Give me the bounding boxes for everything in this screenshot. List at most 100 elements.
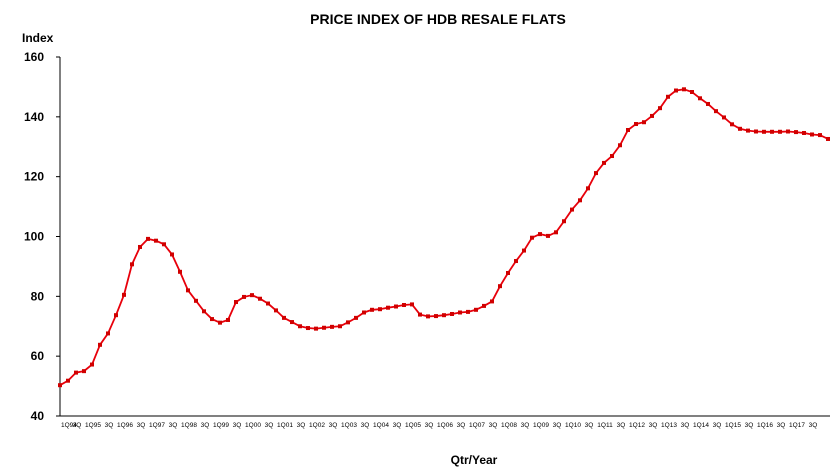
x-tick-label: 1Q99 bbox=[213, 422, 229, 429]
y-tick-label: 120 bbox=[24, 170, 44, 184]
x-tick-label: 3Q bbox=[553, 422, 562, 429]
x-tick-label: 3Q bbox=[585, 422, 594, 429]
data-point bbox=[450, 311, 454, 316]
data-point bbox=[386, 305, 390, 310]
x-tick-label: 1Q96 bbox=[117, 422, 133, 429]
data-point bbox=[122, 292, 126, 297]
data-point bbox=[794, 130, 798, 135]
data-point bbox=[762, 129, 766, 134]
data-point bbox=[154, 238, 158, 243]
data-point bbox=[666, 94, 670, 99]
data-point bbox=[210, 317, 214, 322]
x-tick-label: 1Q12 bbox=[629, 422, 645, 429]
data-point bbox=[530, 235, 534, 240]
x-tick-label: 3Q bbox=[169, 422, 178, 429]
data-point bbox=[738, 126, 742, 131]
x-tick-label: 3Q bbox=[393, 422, 402, 429]
data-point bbox=[354, 315, 358, 320]
data-point bbox=[418, 312, 422, 317]
x-tick-label: 1Q04 bbox=[373, 422, 389, 429]
data-point bbox=[178, 269, 182, 274]
data-point bbox=[338, 324, 342, 329]
x-tick-label: 3Q bbox=[329, 422, 338, 429]
data-point bbox=[626, 128, 630, 132]
data-point bbox=[370, 307, 374, 312]
data-point bbox=[690, 90, 694, 94]
data-point bbox=[698, 96, 702, 101]
data-point bbox=[570, 207, 574, 212]
data-point bbox=[498, 284, 502, 289]
x-tick-label: 3Q bbox=[745, 422, 754, 429]
data-point bbox=[98, 342, 102, 347]
x-tick-label: 1Q10 bbox=[565, 422, 581, 429]
x-tick-label: 1Q13 bbox=[661, 422, 677, 429]
data-point bbox=[610, 154, 614, 159]
x-tick-label: 3Q bbox=[521, 422, 530, 429]
data-point bbox=[250, 293, 254, 298]
x-tick-label: 3Q bbox=[361, 422, 370, 429]
x-tick-label: 3Q bbox=[681, 422, 690, 429]
data-point bbox=[754, 129, 758, 134]
data-point bbox=[802, 130, 806, 135]
x-tick-label: 1Q16 bbox=[757, 422, 773, 429]
x-axis-label: Qtr/Year bbox=[451, 453, 498, 467]
data-point bbox=[826, 136, 830, 141]
x-tick-label: 1Q02 bbox=[309, 422, 325, 429]
data-point bbox=[314, 326, 318, 331]
data-point bbox=[346, 320, 350, 325]
data-point bbox=[426, 314, 430, 319]
x-tick-label: 1Q14 bbox=[693, 422, 709, 429]
data-point bbox=[562, 219, 566, 224]
data-point bbox=[546, 233, 550, 238]
data-point bbox=[554, 230, 558, 235]
x-tick-label: 1Q11 bbox=[597, 422, 613, 429]
data-point bbox=[90, 362, 94, 367]
x-tick-label: 1Q15 bbox=[725, 422, 741, 429]
x-tick-label: 1Q06 bbox=[437, 422, 453, 429]
data-point bbox=[298, 324, 302, 329]
data-point bbox=[274, 308, 278, 313]
data-point bbox=[746, 128, 750, 133]
data-point bbox=[242, 294, 246, 299]
data-point bbox=[490, 299, 494, 304]
data-point bbox=[162, 242, 166, 247]
data-point bbox=[458, 310, 462, 315]
data-point bbox=[266, 301, 270, 306]
x-tick-label: 1Q00 bbox=[245, 422, 261, 429]
data-point bbox=[258, 296, 262, 301]
data-point bbox=[682, 87, 686, 92]
x-tick-label: 1Q95 bbox=[85, 422, 101, 429]
x-tick-label: 3Q bbox=[233, 422, 242, 429]
data-point bbox=[394, 304, 398, 309]
data-point bbox=[226, 317, 230, 322]
data-point bbox=[674, 88, 678, 93]
data-point bbox=[322, 325, 326, 330]
data-point bbox=[378, 307, 382, 312]
x-tick-label: 3Q bbox=[809, 422, 818, 429]
x-tick-label: 3Q bbox=[105, 422, 114, 429]
x-tick-label: 3Q bbox=[777, 422, 786, 429]
series-markers bbox=[58, 87, 830, 388]
x-tick-label: 3Q bbox=[265, 422, 274, 429]
data-point bbox=[106, 331, 110, 336]
data-point bbox=[282, 315, 286, 320]
data-point bbox=[722, 115, 726, 120]
data-point bbox=[58, 383, 62, 388]
data-point bbox=[578, 198, 582, 203]
x-tick-label: 3Q bbox=[201, 422, 210, 429]
data-point bbox=[618, 143, 622, 148]
data-point bbox=[786, 129, 790, 134]
data-point bbox=[330, 324, 334, 329]
data-point bbox=[218, 320, 222, 325]
x-tick-label: 1Q08 bbox=[501, 422, 517, 429]
x-tick-label: 1Q05 bbox=[405, 422, 421, 429]
data-point bbox=[66, 378, 70, 383]
x-tick-label: 1Q17 bbox=[789, 422, 805, 429]
data-point bbox=[82, 369, 86, 374]
x-tick-label: 1Q01 bbox=[277, 422, 293, 429]
x-tick-label: 1Q09 bbox=[533, 422, 549, 429]
data-point bbox=[594, 171, 598, 176]
x-tick-label: 1Q07 bbox=[469, 422, 485, 429]
data-point bbox=[586, 186, 590, 191]
